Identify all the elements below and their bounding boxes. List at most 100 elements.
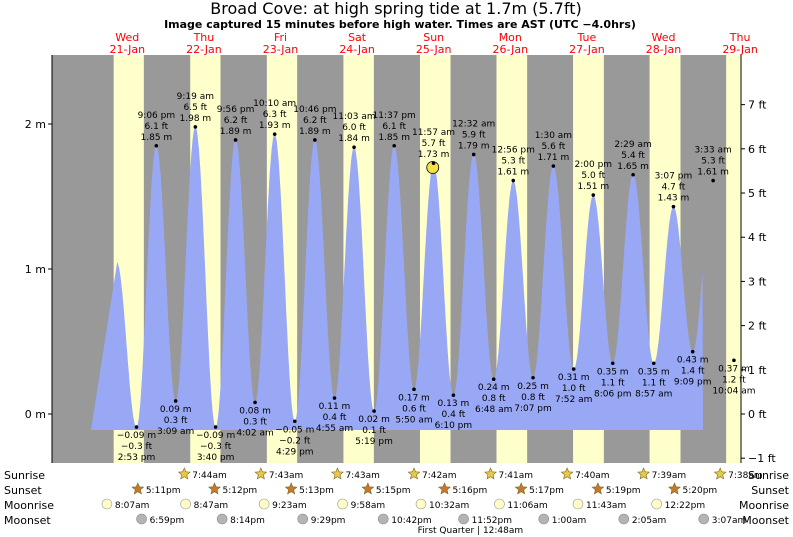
day-header-date: 21-Jan [110,43,146,56]
tide-time: 11:57 am [412,128,455,138]
tide-extreme-point [610,361,615,366]
tide-extreme-point [471,152,476,157]
tide-time: 2:00 pm [575,160,613,170]
tide-labels: −0.09 m−0.3 ft2:53 pm9:06 pm6.1 ft1.85 m… [117,92,756,463]
tide-height-m: −0.09 m [117,431,156,441]
tide-time: 9:09 pm [674,378,712,388]
sunrise-time: 7:42am [422,471,457,481]
current-level-marker [426,161,440,174]
row-label-moonset-left: Moonset [4,514,51,527]
day-header-date: 24-Jan [339,43,375,56]
tide-time: 3:40 pm [197,453,235,463]
moonset-time: 9:29pm [311,516,346,526]
y-tick-label-m: 0 m [25,408,46,421]
moonrise-time: 10:32am [429,501,469,511]
day-header-dow: Sat [348,31,367,44]
tide-time: 5:50 am [395,415,432,425]
day-header-date: 25-Jan [416,43,452,56]
row-label-sunset-left: Sunset [4,484,42,497]
tide-height-m: 1.85 m [378,133,410,143]
sunset-icon [361,482,375,495]
tide-extreme-point [671,204,676,209]
tide-height-m: 0.13 m [438,399,470,409]
tide-height-m: 1.84 m [338,134,370,144]
tide-extreme-point [732,358,736,363]
tide-height-m: 1.93 m [259,121,291,131]
tide-time: 2:29 am [614,140,651,150]
moonrise-icon [651,498,662,510]
day-header-date: 26-Jan [493,43,529,56]
tide-time: 4:29 pm [276,447,314,457]
tide-height-ft: 0.6 ft [402,404,426,414]
sunrise-icon [713,467,727,480]
y-tick-label-ft: 4 ft [748,231,767,244]
sunrise-icon [330,467,344,480]
sunrise-icon [637,467,651,480]
tide-height-ft: 1.1 ft [642,378,666,388]
tide-time: 11:37 pm [373,111,416,121]
chart-subtitle: Image captured 15 minutes before high wa… [164,18,636,31]
tide-time: 12:56 pm [492,146,535,156]
tide-height-ft: −0.2 ft [279,436,311,446]
sunrise-time: 7:38am [728,471,763,481]
moonset-icon [377,513,389,525]
day-header-dow: Sun [423,31,444,44]
tide-height-ft: 6.1 ft [382,122,406,132]
tide-height-m: 1.73 m [418,150,450,160]
tide-time: 3:33 am [694,146,731,156]
tide-time: 9:56 pm [217,105,255,115]
tide-height-ft: 0.8 ft [521,393,545,403]
tide-time: 3:09 am [157,427,194,437]
tide-height-m: −0.09 m [196,431,235,441]
tide-height-m: 1.89 m [299,127,331,137]
tide-time: 3:07 pm [655,172,693,182]
sunrise-time: 7:40am [575,471,610,481]
y-tick-label-ft: 1 ft [748,364,767,377]
sunset-time: 5:15pm [376,486,411,496]
tide-time: 10:04 am [712,386,755,396]
tide-height-ft: 5.3 ft [701,157,725,167]
day-header-date: 28-Jan [646,43,682,56]
day-header-dow: Wed [115,31,139,44]
moonrise-icon [494,498,505,510]
tide-height-m: 1.61 m [497,168,529,178]
tide-extreme-point [431,161,436,165]
tide-extreme-point [412,387,416,392]
tide-height-ft: 1.1 ft [601,378,625,388]
y-tick-label-m: 1 m [25,263,46,276]
moonrise-icon [415,498,427,510]
moonset-icon [618,513,630,525]
tide-height-ft: 6.0 ft [342,123,366,133]
moonrise-time: 11:06am [507,501,547,511]
tide-height-ft: 0.3 ft [164,416,188,426]
tide-height-m: 0.24 m [478,383,510,393]
tide-time: 9:06 pm [138,111,176,121]
tide-height-ft: 5.7 ft [422,139,446,149]
tide-height-m: −0.05 m [275,425,314,435]
day-header-dow: Mon [499,31,522,44]
moonrise-time: 9:23am [272,501,307,511]
day-header-dow: Fri [274,31,287,44]
day-header-dow: Tue [577,31,597,44]
moonrise-time: 8:47am [194,501,229,511]
tide-height-ft: 6.2 ft [224,116,248,126]
tide-height-m: 0.11 m [319,402,351,412]
tide-time: 8:57 am [635,389,672,399]
day-header-date: 29-Jan [722,43,758,56]
moonrise-time: 11:43am [586,501,626,511]
sunrise-icon [177,467,191,480]
sunset-icon [208,482,221,495]
moonrise-icon [101,498,113,510]
tide-extreme-point [253,400,257,405]
tide-time: 8:06 pm [594,389,632,399]
moonset-icon [698,513,710,525]
day-header-date: 27-Jan [569,43,605,56]
y-tick-label-ft: 2 ft [748,320,767,333]
tide-curve [91,127,703,430]
moonset-time: 8:14pm [230,516,265,526]
tide-area [91,127,703,430]
tide-extreme-point [173,399,178,403]
tide-extreme-point [711,178,715,183]
moonset-icon [297,513,309,525]
tide-height-ft: 1.0 ft [562,384,586,394]
